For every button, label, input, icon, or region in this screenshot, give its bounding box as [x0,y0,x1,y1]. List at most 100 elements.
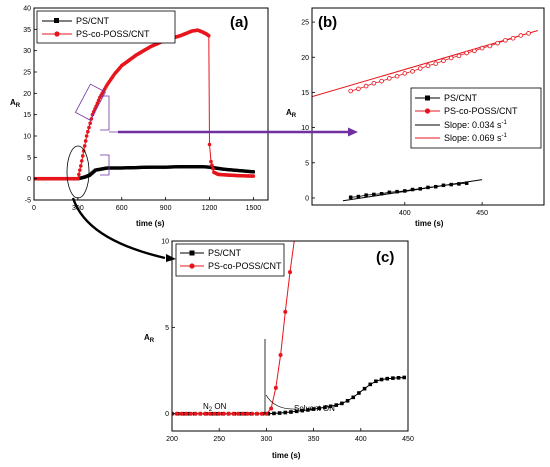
panel-a-point [79,159,84,163]
panel-a-label: (a) [230,14,248,31]
n2-on-main: N [203,402,209,411]
panel-a-ytick-label: 25 [23,70,31,77]
panel-b-point [364,193,368,197]
panel-a-ytick-label: 0 [27,176,31,183]
panel-a-ytick-label: 20 [23,91,31,98]
panel-b-ytick-label: 25 [301,20,309,27]
panel-b-point [456,53,462,59]
panel-a-xtick-label: 1200 [202,205,218,212]
panel-a-point [83,139,88,143]
panel-c-point [240,411,245,416]
panel-c-label: (c) [376,249,394,266]
panel-b-point [426,185,430,190]
legend-b-poss-marker [424,108,431,114]
panel-c-point [273,385,278,390]
legend-a-poss-marker [54,31,60,37]
legend-a-ps-marker [54,18,59,23]
panel-a-ylabel-sub: R [16,103,21,109]
connector-curve-head [166,254,176,262]
panel-c-ticks: 200 250 300 350 400 450 0 5 10 [161,239,414,444]
panel-c-xtick-label: 200 [166,436,178,443]
panel-b-point [425,63,431,68]
panel-a-point [77,172,81,177]
panel-c-legend-box [175,243,285,277]
panel-a-point [76,176,80,181]
panel-c-point [306,408,310,412]
panel-c-legend: PS/CNT PS-co-POSS/CNT [175,243,285,277]
panel-b-xlabel: time (s) [415,219,444,228]
panel-c-point [362,386,367,391]
legend-b-slope1-sup: -1 [502,120,508,126]
panel-b-point [479,45,485,51]
panel-a-ytick-label: 5 [27,155,31,162]
connectors [71,127,358,262]
panel-a-point [82,144,87,148]
panel-c-point [288,270,292,275]
panel-b-xtick-label: 400 [399,210,411,217]
panel-b-point [487,43,493,49]
panel-b-point [410,187,415,192]
panel-c-xtick-label: 400 [355,436,367,443]
panel-b-ytick-label: 15 [301,90,309,97]
zoom-bracket [100,95,118,176]
panel-a-xlabel: time (s) [136,219,165,228]
panel-b-point [441,183,446,188]
panel-a-xtick-label: 900 [160,205,172,212]
panel-a-point [84,134,89,138]
panel-c-point [254,411,259,416]
panel-b-point [402,71,408,76]
panel-b-plot [312,30,538,202]
solvent-on-annotation: Solvent ON [294,404,335,413]
panel-c-frame [171,240,409,432]
panel-b-frame [311,7,545,206]
panel-b-ytick-label: 20 [301,55,309,62]
panel-b-point [503,38,508,43]
panel-c-point [293,236,297,240]
panel-a-point [86,129,90,134]
panel-c-point [193,411,198,416]
panel-a-ytick-label: 30 [23,48,31,55]
panel-c-point [289,410,293,414]
panel-b-point [464,50,469,56]
panel-b-series [312,30,538,202]
panel-a-point [206,33,211,38]
panel-a-point [251,174,256,178]
panel-c-point [334,403,339,407]
panel-c-point [396,376,401,380]
panel-c-xlabel: time (s) [272,451,301,460]
panel-b-point [387,190,392,195]
panel-b-point [379,191,384,196]
panel-c-point [212,411,217,416]
panel-c-ytick-label: 0 [165,411,169,418]
panel-c-point [391,376,395,380]
legend-c-ps-label: PS/CNT [208,248,242,258]
panel-c-point [351,395,356,400]
panel-b-point [518,33,524,38]
n2-on-sub: 2 [209,407,213,413]
panel-a-ylabel: AR [10,98,21,109]
panel-c-ylabel: AR [144,333,155,344]
panel-a-legend-box [36,10,176,44]
panel-a-ytick-label: 10 [23,134,31,141]
panel-c-point [345,398,350,403]
panel-a-point [209,159,213,164]
panel-c-point [203,411,208,416]
panel-b-point [448,55,454,61]
panel-b-ylabel-main: A [286,108,292,117]
panel-c: 200 250 300 350 400 450 0 5 10 (c) time (s) AR P… [144,236,414,461]
panel-b-point [418,187,423,191]
panel-c-point [236,411,241,416]
n2-on-annotation: N2 ON [203,402,227,413]
panel-c-xtick-label: 450 [402,436,414,443]
panel-a-ytick-label: 15 [23,112,31,119]
panel-b-point [371,80,377,86]
panel-c-point [368,382,373,387]
panel-c-point [184,411,189,416]
legend-c-poss-marker [189,263,195,269]
panel-b-point [433,184,438,189]
panel-b-ytick-label: 0 [305,195,309,202]
panel-c-point [323,405,327,410]
panel-b-point [495,40,500,46]
panel-b-point [526,31,531,36]
legend-b-ps-label: PS/CNT [444,93,478,103]
